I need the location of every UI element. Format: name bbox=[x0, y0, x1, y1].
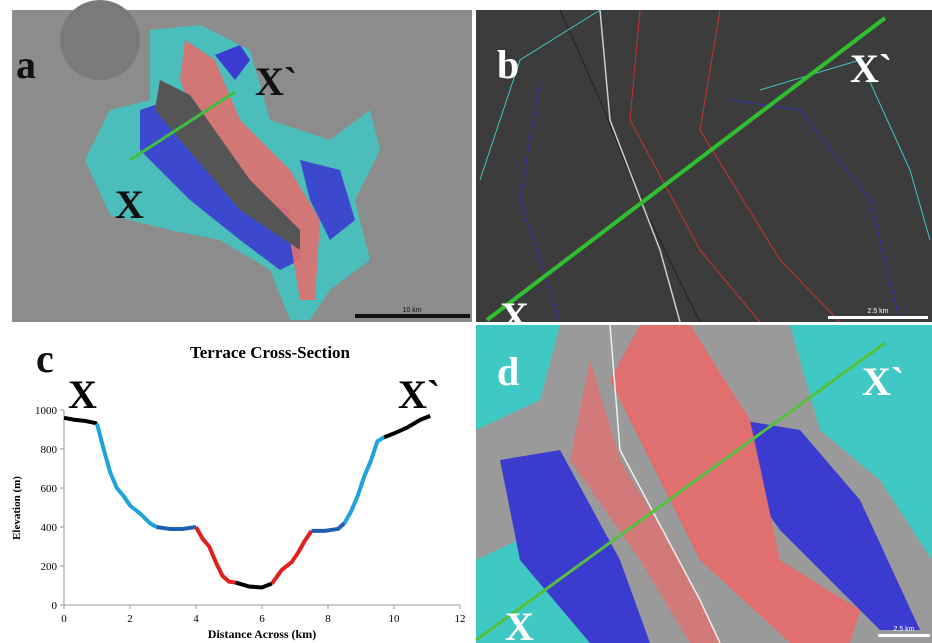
x-tick-label: 12 bbox=[455, 613, 466, 625]
scale-bar bbox=[828, 316, 928, 319]
y-tick-label: 800 bbox=[41, 444, 58, 456]
y-tick-label: 0 bbox=[52, 600, 58, 612]
annotation: X bbox=[68, 372, 97, 417]
x-tick-label: 0 bbox=[61, 613, 67, 625]
panel-letter: c bbox=[36, 336, 54, 381]
panel-letter: b bbox=[497, 42, 519, 87]
panel-letter: a bbox=[16, 42, 36, 87]
profile-line bbox=[156, 527, 196, 529]
profile-line bbox=[345, 437, 385, 523]
y-axis-label: Elevation (m) bbox=[11, 476, 23, 540]
profile-line bbox=[312, 523, 345, 531]
scale-label: 2.5 km bbox=[893, 626, 914, 633]
scale-label: 2.5 km bbox=[867, 308, 888, 315]
crater bbox=[60, 0, 140, 80]
x-tick-label: 4 bbox=[193, 613, 199, 625]
panel-d: d X X` 2.5 km bbox=[476, 325, 932, 643]
y-tick-label: 1000 bbox=[35, 405, 58, 417]
scale-label: 10 km bbox=[402, 307, 421, 314]
profile-line bbox=[64, 418, 97, 424]
section-end: X` bbox=[850, 46, 892, 91]
x-tick-label: 6 bbox=[259, 613, 265, 625]
panel-letter: d bbox=[497, 349, 519, 394]
scale-bar bbox=[878, 634, 930, 637]
section-start: X bbox=[505, 604, 534, 643]
y-tick-label: 600 bbox=[41, 483, 58, 495]
figure: a X X` 10 km b X X` 2.5 km d X X` bbox=[0, 0, 932, 643]
chart-title: Terrace Cross-Section bbox=[190, 343, 351, 362]
profile-line bbox=[196, 527, 236, 583]
section-end: X` bbox=[255, 59, 297, 104]
section-end: X` bbox=[862, 359, 904, 404]
y-tick-label: 200 bbox=[41, 561, 58, 573]
x-tick-label: 8 bbox=[325, 613, 331, 625]
x-tick-label: 10 bbox=[389, 613, 401, 625]
section-start: X bbox=[115, 182, 144, 227]
profile-line bbox=[272, 531, 312, 584]
annotation: X` bbox=[398, 372, 440, 417]
profile-line bbox=[384, 416, 430, 437]
scale-bar bbox=[355, 314, 470, 318]
profile-line bbox=[236, 583, 272, 588]
x-axis-label: Distance Across (km) bbox=[208, 627, 316, 641]
panel-a: a X X` 10 km bbox=[12, 0, 472, 322]
panel-b: b X X` 2.5 km bbox=[476, 10, 932, 339]
y-tick-label: 400 bbox=[41, 522, 58, 534]
x-tick-label: 2 bbox=[127, 613, 133, 625]
panel-c: c Terrace Cross-Section X X` Distance Ac… bbox=[11, 336, 466, 641]
profile-line bbox=[97, 424, 156, 527]
